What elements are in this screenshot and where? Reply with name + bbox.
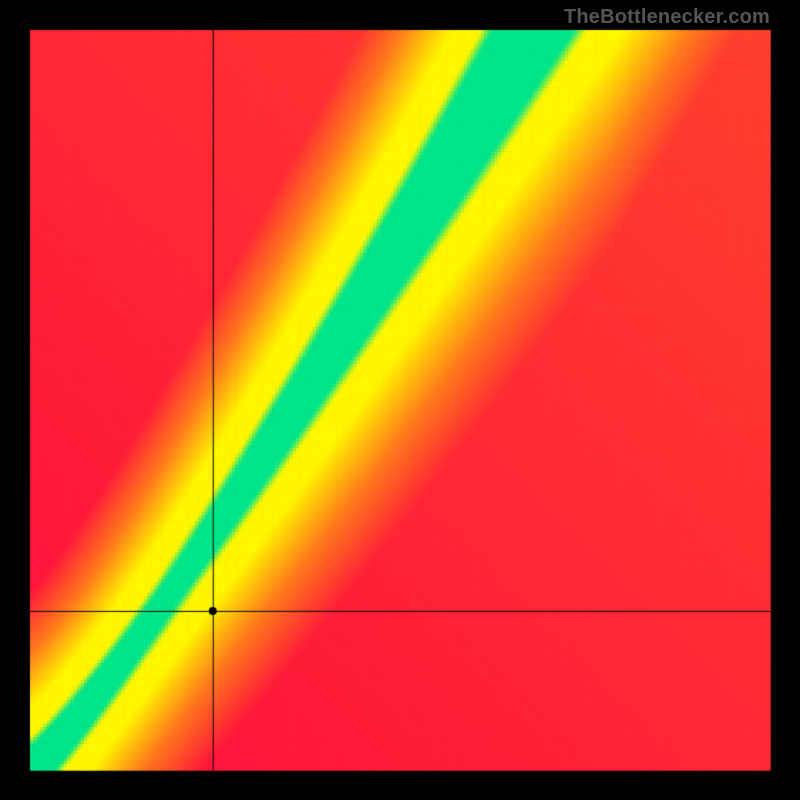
bottleneck-heatmap [0, 0, 800, 800]
watermark-text: TheBottlenecker.com [564, 6, 770, 29]
chart-container: TheBottlenecker.com [0, 0, 800, 800]
